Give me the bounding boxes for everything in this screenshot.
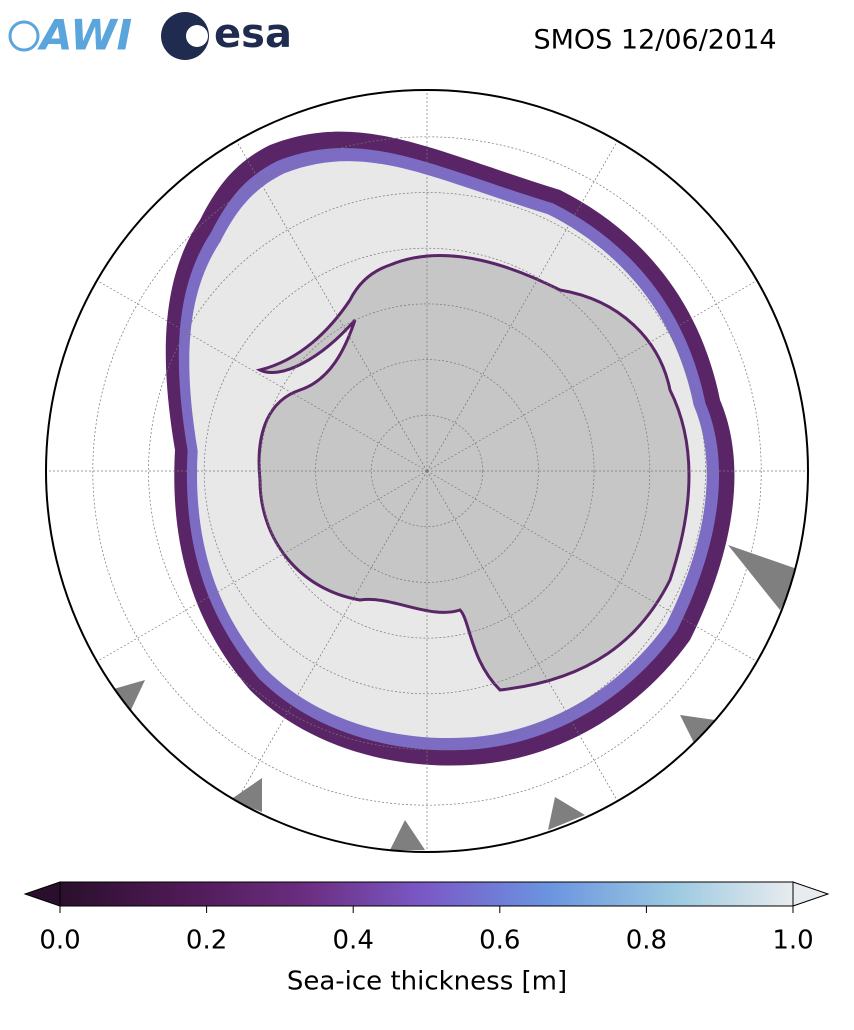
esa-emblem: [161, 12, 209, 60]
meridian: [426, 124, 628, 472]
latitude-line: [203, 247, 651, 695]
colorbar-tick-label: 0.0: [39, 926, 80, 956]
antarctica: [255, 254, 691, 692]
esa-emblem-inner: [186, 25, 208, 47]
meridian: [426, 470, 774, 672]
awi-logo: AWI: [37, 11, 132, 60]
latitude-line: [92, 136, 762, 806]
meridian: [426, 470, 628, 818]
map-title: SMOS 12/06/2014: [533, 25, 776, 56]
colorbar-gradient: [59, 881, 794, 907]
colorbar-tick-label: 0.8: [626, 926, 667, 956]
awi-globe: [8, 20, 40, 52]
colorbar-extend-high: [792, 881, 830, 907]
meridian: [80, 470, 428, 672]
meridian: [80, 270, 428, 472]
map-frame: [45, 89, 809, 853]
colorbar-tick-label: 0.6: [479, 926, 520, 956]
colorbar-extend-low: [23, 881, 61, 907]
graticule: [46, 90, 808, 852]
colorbar-tick-label: 0.2: [186, 926, 227, 956]
colorbar-tick-label: 0.4: [333, 926, 374, 956]
colorbar-label: Sea-ice thickness [m]: [287, 967, 567, 997]
meridian: [426, 270, 774, 472]
esa-logo: esa: [214, 11, 292, 57]
latitude-line: [148, 192, 706, 750]
map: [46, 90, 808, 852]
latitude-line: [315, 359, 539, 583]
logos: AWI esa: [8, 11, 292, 60]
latitude-line: [370, 414, 484, 528]
meridian: [226, 124, 428, 472]
colorbar-tick-label: 1.0: [772, 926, 813, 956]
land-patches: [110, 545, 800, 850]
colorbar: 0.0 0.2 0.4 0.6 0.8 1.0: [23, 881, 830, 956]
meridian: [226, 470, 428, 818]
latitude-line: [259, 303, 595, 639]
